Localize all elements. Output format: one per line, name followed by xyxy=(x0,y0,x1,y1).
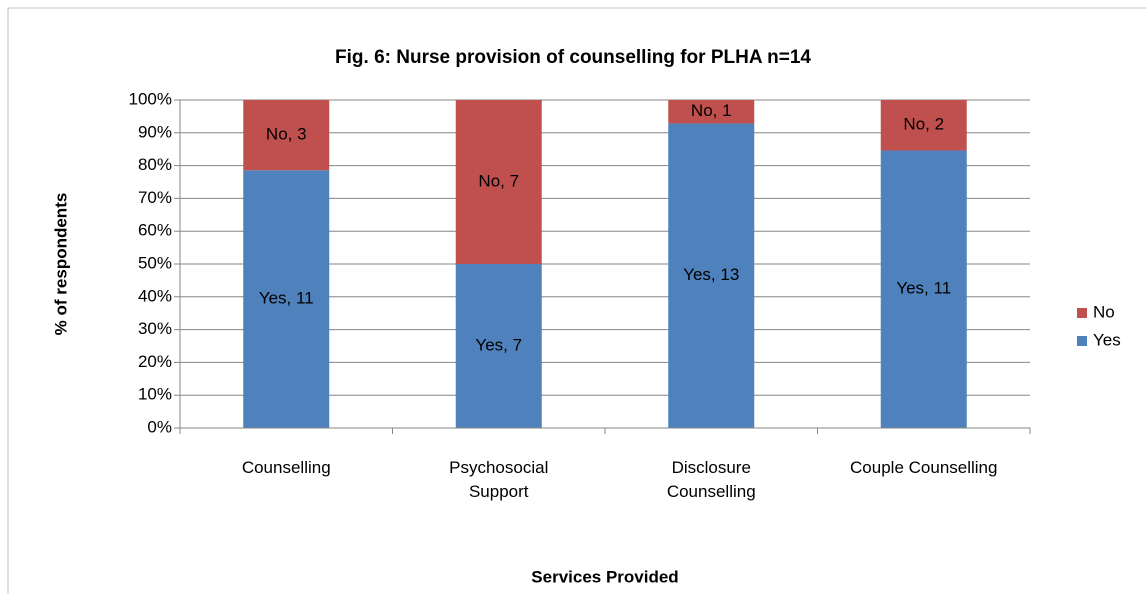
bar-segment xyxy=(880,100,967,151)
bar-segment xyxy=(243,170,330,429)
bar-segment xyxy=(668,100,755,124)
data-label: Yes, 13 xyxy=(683,265,739,284)
bar-segment xyxy=(668,123,755,428)
y-tick-label: 90% xyxy=(138,122,172,141)
x-tick-label: Disclosure Counselling xyxy=(666,458,756,501)
data-label: No, 7 xyxy=(478,171,519,190)
data-label: No, 2 xyxy=(903,115,944,134)
y-tick-label: 0% xyxy=(147,417,172,436)
y-tick-label: 70% xyxy=(138,188,172,207)
bar-segment xyxy=(455,264,542,428)
data-label: Yes, 11 xyxy=(259,289,314,308)
bar-segment xyxy=(880,150,967,428)
x-tick-label: Counselling xyxy=(241,458,331,477)
y-tick-label: 30% xyxy=(138,319,172,338)
legend-swatch xyxy=(1077,308,1087,318)
y-tick-label: 60% xyxy=(138,221,172,240)
legend-label: Yes xyxy=(1093,330,1121,349)
data-label: No, 1 xyxy=(691,101,732,120)
legend-label: No xyxy=(1093,302,1115,321)
y-tick-label: 50% xyxy=(138,253,172,272)
data-label: Yes, 7 xyxy=(475,335,522,354)
y-tick-label: 40% xyxy=(138,286,172,305)
y-tick-label: 100% xyxy=(129,89,172,108)
bar-segment xyxy=(243,100,330,171)
y-axis-title: % of respondents xyxy=(51,193,70,336)
legend-swatch xyxy=(1077,336,1087,346)
data-label: No, 3 xyxy=(266,125,307,144)
x-tick-label: Couple Counselling xyxy=(850,458,998,477)
x-tick-label: Psychosocial Support xyxy=(449,458,549,501)
y-tick-label: 10% xyxy=(138,385,172,404)
chart-title: Fig. 6: Nurse provision of counselling f… xyxy=(335,47,811,68)
y-tick-label: 80% xyxy=(138,155,172,174)
data-label: Yes, 11 xyxy=(896,279,951,298)
x-axis-title: Services Provided xyxy=(531,567,678,586)
y-tick-label: 20% xyxy=(138,352,172,371)
bar-segment xyxy=(455,100,542,264)
